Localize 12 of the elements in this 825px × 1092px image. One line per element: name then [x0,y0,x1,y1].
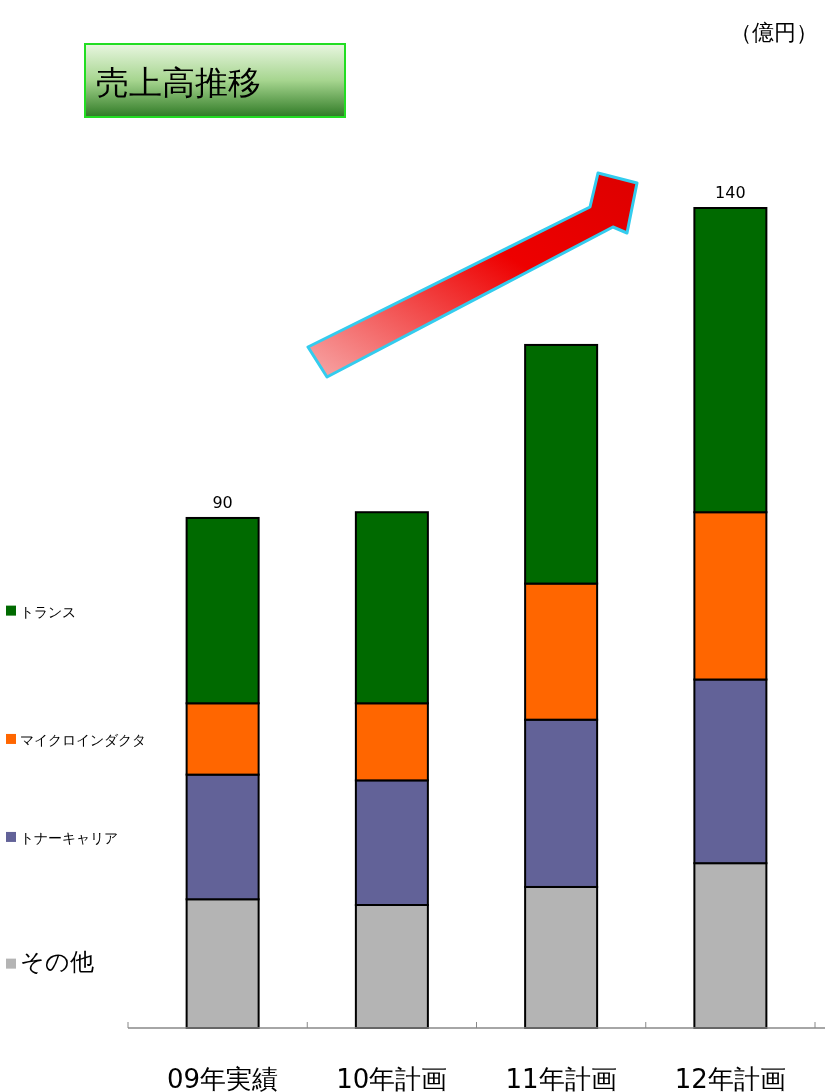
legend-label: トナーキャリア [20,829,118,846]
x-tick-label: 09年実績 [167,1064,279,1092]
annotation: 90 [212,492,233,512]
x-tick-label: 12年計画 [674,1064,786,1092]
x-tick-label: 10年計画 [336,1064,448,1092]
legend-label: マイクロインダクタ [20,731,146,748]
annotation: 140 [715,183,746,202]
chart-title: 売上高推移 [96,63,261,102]
legend-label: その他 [20,947,94,976]
legend-label: トランス [20,603,76,620]
x-tick-label: 11年計画 [505,1064,617,1092]
text: （億円） [730,20,818,45]
